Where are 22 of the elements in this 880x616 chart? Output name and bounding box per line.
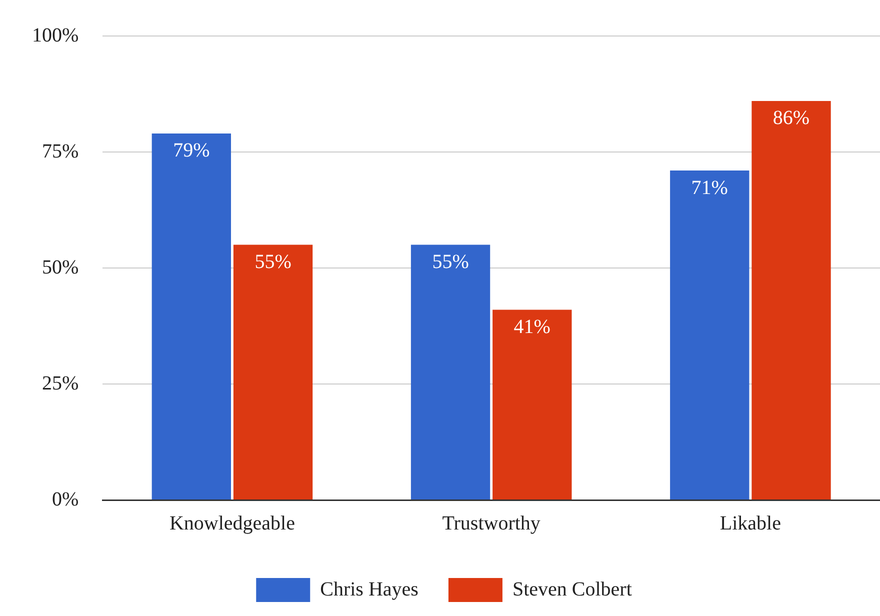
y-tick-label: 100% <box>32 24 79 46</box>
bar <box>410 244 490 500</box>
bar <box>492 310 572 500</box>
data-label: 71% <box>691 176 728 199</box>
data-label: 55% <box>254 251 292 274</box>
bar <box>233 244 313 500</box>
x-tick-label: Knowledgeable <box>169 512 296 534</box>
bar <box>752 100 831 500</box>
data-label: 86% <box>772 107 810 130</box>
x-tick-label: Trustworthy <box>442 512 540 534</box>
legend-label: Chris Hayes <box>320 578 419 600</box>
data-label: 55% <box>432 251 469 274</box>
x-tick-label: Likable <box>720 512 782 534</box>
data-label: 41% <box>514 316 550 338</box>
y-tick-label: 0% <box>52 488 79 510</box>
legend-label: Steven Colbert <box>512 578 632 600</box>
y-tick-label: 25% <box>42 372 79 394</box>
bar <box>670 170 750 500</box>
data-label: 79% <box>173 140 210 162</box>
y-tick-label: 50% <box>42 256 79 278</box>
y-tick-label: 75% <box>42 140 79 162</box>
bar <box>152 133 231 500</box>
